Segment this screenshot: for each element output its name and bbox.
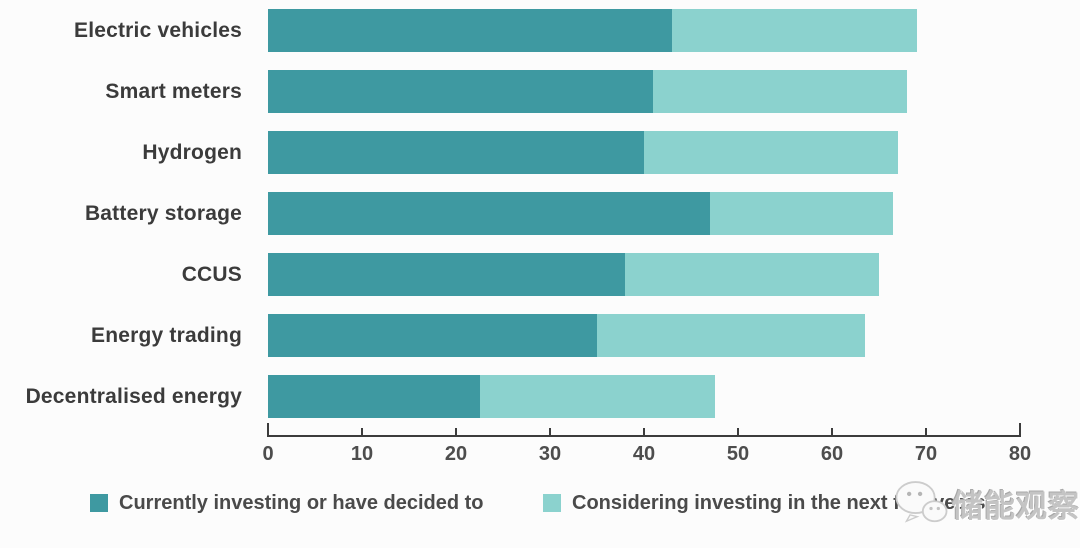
- x-axis-tick-label: 70: [914, 443, 938, 465]
- x-axis-tick: [1019, 423, 1021, 437]
- x-axis-tick: [455, 428, 457, 437]
- category-label: Electric vehicles: [73, 19, 242, 42]
- bar-segment-current: [268, 9, 673, 52]
- bar-segment-current: [268, 375, 480, 418]
- bar-segment-considering: [653, 70, 908, 113]
- bar-segment-considering: [597, 314, 865, 357]
- x-axis-tick-label: 0: [262, 443, 274, 465]
- legend-label-considering: Considering investing in the next five y…: [572, 491, 986, 514]
- category-label: Smart meters: [105, 80, 242, 103]
- x-axis-tick: [267, 423, 269, 437]
- category-label: CCUS: [181, 263, 242, 286]
- bar-segment-considering: [709, 192, 894, 235]
- bar-segment-current: [268, 192, 710, 235]
- bar-segment-considering: [644, 131, 898, 174]
- x-axis-tick-label: 50: [726, 443, 750, 465]
- legend-swatch-current-icon: [90, 494, 108, 512]
- x-axis-tick: [925, 428, 927, 437]
- x-axis-tick: [831, 428, 833, 437]
- bar-segment-current: [268, 131, 644, 174]
- bar-segment-considering: [479, 375, 715, 418]
- x-axis-tick-label: 20: [444, 443, 468, 465]
- x-axis-tick: [549, 428, 551, 437]
- category-label: Energy trading: [91, 324, 242, 347]
- x-axis-tick-label: 10: [350, 443, 374, 465]
- legend-swatch-considering-icon: [543, 494, 561, 512]
- x-axis-tick-label: 80: [1008, 443, 1032, 465]
- category-label: Battery storage: [84, 202, 242, 225]
- x-axis-tick-label: 60: [820, 443, 844, 465]
- bar-segment-current: [268, 314, 597, 357]
- x-axis-tick: [737, 428, 739, 437]
- x-axis-tick-label: 30: [538, 443, 562, 465]
- bar-segment-current: [268, 70, 654, 113]
- category-label: Decentralised energy: [25, 385, 242, 408]
- bar-segment-considering: [625, 253, 879, 296]
- legend-label-current: Currently investing or have decided to: [119, 491, 484, 514]
- category-label: Hydrogen: [142, 141, 242, 164]
- x-axis-tick: [643, 428, 645, 437]
- x-axis-tick: [361, 428, 363, 437]
- legend-item-considering: Considering investing in the next five y…: [543, 492, 985, 514]
- bar-segment-considering: [672, 9, 917, 52]
- bar-segment-current: [268, 253, 626, 296]
- legend-item-current: Currently investing or have decided to: [90, 492, 484, 514]
- x-axis-tick-label: 40: [632, 443, 656, 465]
